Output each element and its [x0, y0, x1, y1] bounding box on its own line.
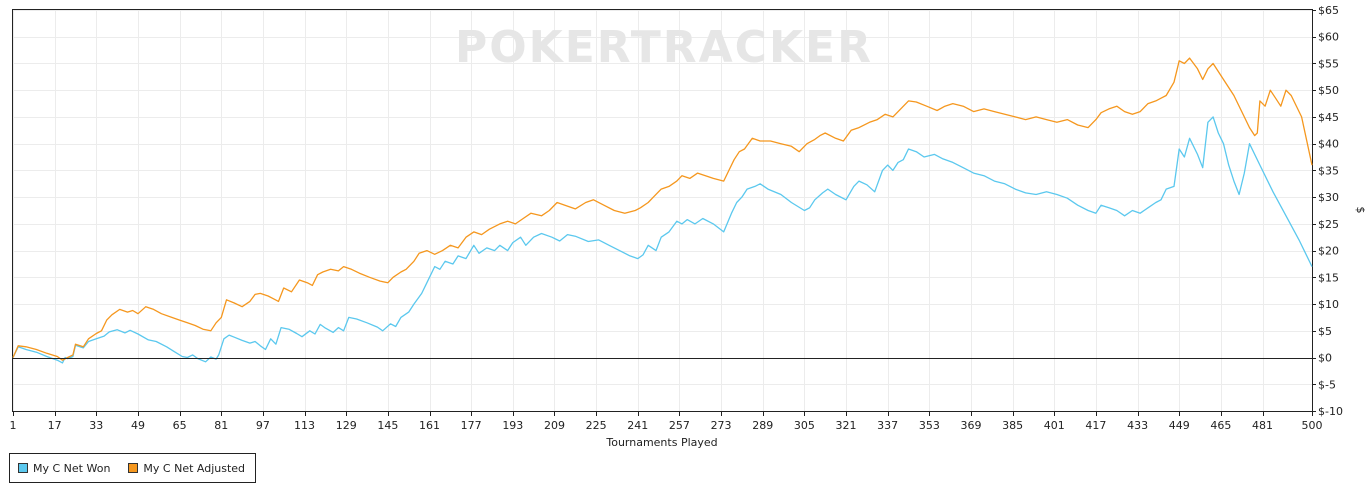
x-tick-label: 209 — [544, 419, 565, 432]
x-tick-label: 97 — [256, 419, 270, 432]
x-tick-label: 369 — [960, 419, 981, 432]
series-line-net-won — [12, 116, 1313, 364]
y-tick-label: $60 — [1318, 31, 1339, 44]
x-tick-label: 385 — [1002, 419, 1023, 432]
x-tick-label: 33 — [89, 419, 103, 432]
y-tick-label: $35 — [1318, 164, 1339, 177]
y-tick-label: $40 — [1318, 138, 1339, 151]
x-tick-label: 17 — [48, 419, 62, 432]
x-tick-label: 241 — [627, 419, 648, 432]
y-axis-label: $ — [1354, 207, 1367, 214]
x-tick-label: 481 — [1252, 419, 1273, 432]
x-tick-label: 465 — [1210, 419, 1231, 432]
y-tick-label: $45 — [1318, 111, 1339, 124]
x-tick-label: 433 — [1127, 419, 1148, 432]
y-axis: $65 $60 $55 $50 $45 $40 $35 $30 $25 $20 $15 $10 $5 $0… — [1312, 4, 1343, 418]
x-tick-label: 1 — [10, 419, 17, 432]
x-tick-label: 49 — [131, 419, 145, 432]
legend-item-net-won[interactable]: My C Net Won — [18, 462, 110, 475]
x-tick-label: 273 — [711, 419, 732, 432]
x-tick-label: 401 — [1044, 419, 1065, 432]
series-line-net-adjusted — [12, 57, 1313, 361]
x-tick-label: 129 — [336, 419, 357, 432]
x-tick-label: 305 — [794, 419, 815, 432]
x-axis-label: Tournaments Played — [605, 436, 717, 449]
legend-item-net-adjusted[interactable]: My C Net Adjusted — [128, 462, 245, 475]
legend-swatch — [128, 463, 139, 473]
x-tick-label: 449 — [1169, 419, 1190, 432]
y-tick-label: $30 — [1318, 191, 1339, 204]
legend: My C Net Won My C Net Adjusted — [9, 453, 257, 483]
x-tick-label: 81 — [214, 419, 228, 432]
x-tick-label: 113 — [294, 419, 315, 432]
x-axis: 1 17 33 49 65 81 97 113 129 145 161 177 193 209 225 241… — [10, 411, 1323, 432]
x-tick-label: 257 — [669, 419, 690, 432]
x-tick-label: 145 — [377, 419, 398, 432]
y-tick-label: $5 — [1318, 325, 1332, 338]
y-tick-label: $20 — [1318, 245, 1339, 258]
x-tick-label: 193 — [502, 419, 523, 432]
x-tick-label: 417 — [1085, 419, 1106, 432]
legend-swatch — [18, 463, 28, 473]
x-tick-label: 225 — [586, 419, 607, 432]
x-tick-label: 337 — [877, 419, 898, 432]
y-tick-label: $65 — [1318, 4, 1339, 17]
y-tick-label: $0 — [1318, 352, 1332, 365]
x-tick-label: 321 — [836, 419, 857, 432]
x-tick-label: 177 — [461, 419, 482, 432]
y-tick-label: $25 — [1318, 218, 1339, 231]
series-lines — [12, 57, 1313, 364]
x-tick-label: 353 — [919, 419, 940, 432]
plot-area-border — [12, 9, 1313, 412]
y-tick-label: $-10 — [1318, 405, 1343, 418]
y-tick-label: $50 — [1318, 84, 1339, 97]
grid-lines — [13, 10, 1313, 412]
y-tick-label: $-5 — [1318, 378, 1336, 391]
y-tick-label: $15 — [1318, 271, 1339, 284]
legend-label: My C Net Adjusted — [143, 461, 246, 475]
x-tick-label: 161 — [419, 419, 440, 432]
legend-label: My C Net Won — [33, 461, 111, 475]
watermark: POKERTRACKER — [455, 22, 873, 73]
x-tick-label: 289 — [752, 419, 773, 432]
x-tick-label: 65 — [173, 419, 187, 432]
y-tick-label: $55 — [1318, 57, 1339, 70]
x-tick-label: 500 — [1302, 419, 1323, 432]
y-tick-label: $10 — [1318, 298, 1339, 311]
